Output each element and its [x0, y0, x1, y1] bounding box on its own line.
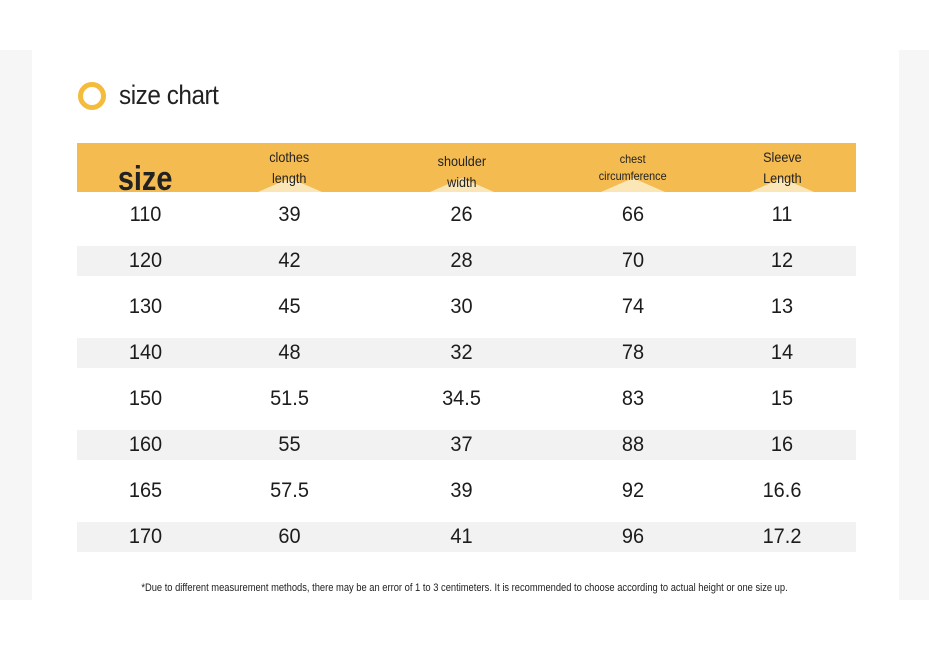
table-cell: 96	[621, 525, 645, 548]
table-cell: 83	[621, 387, 645, 410]
table-row: 120 42 28 70 12	[77, 246, 856, 276]
header-triangle-decoration	[601, 178, 665, 192]
header-label: Length	[762, 169, 802, 186]
header-sleeve-length: Sleeve Length	[708, 143, 856, 192]
header-label-block: shoulder width	[437, 151, 485, 193]
header-label: size	[118, 159, 173, 198]
page-title: size chart	[119, 80, 219, 110]
header-label: width	[446, 173, 477, 190]
circle-bullet-icon	[78, 82, 106, 110]
header-shoulder-width: shoulder width	[365, 143, 558, 192]
table-row: 110 39 26 66 11	[77, 192, 856, 238]
header-size: size	[77, 143, 214, 196]
table-cell: 165	[128, 479, 163, 502]
table-cell: 30	[450, 295, 473, 318]
header-clothes-length: clothes length	[214, 143, 365, 192]
table-cell: 45	[278, 295, 301, 318]
header-triangle-decoration	[429, 178, 494, 192]
header-label: Sleeve	[762, 148, 802, 165]
table-cell: 28	[450, 249, 473, 272]
table-cell: 41	[450, 525, 473, 548]
table-cell: 37	[450, 433, 473, 456]
table-cell: 32	[450, 341, 473, 364]
table-cell: 57.5	[270, 479, 309, 502]
header-chest-circumference: chest circumference	[558, 143, 708, 192]
table-cell: 26	[450, 203, 473, 226]
table-cell: 34.5	[442, 387, 481, 410]
table-cell: 160	[128, 433, 163, 456]
table-cell: 78	[621, 341, 645, 364]
table-row: 170 60 41 96 17.2	[77, 522, 856, 552]
header-label-block: Sleeve Length	[763, 147, 802, 189]
header-label: shoulder	[437, 152, 486, 169]
header-label: length	[272, 169, 307, 186]
table-cell: 66	[621, 203, 645, 226]
header-label: circumference	[599, 168, 667, 183]
table-cell: 51.5	[270, 387, 309, 410]
table-cell: 16	[770, 433, 794, 456]
table-cell: 13	[770, 295, 794, 318]
table-cell: 16.6	[762, 479, 802, 502]
table-cell: 55	[278, 433, 301, 456]
table-cell: 74	[621, 295, 645, 318]
table-cell: 42	[278, 249, 301, 272]
table-cell: 11	[771, 203, 793, 226]
header-triangle-decoration	[750, 178, 814, 192]
table-cell: 150	[128, 387, 163, 410]
table-cell: 88	[621, 433, 645, 456]
table-row: 160 55 37 88 16	[77, 430, 856, 460]
header-label-block: clothes length	[270, 147, 310, 189]
size-table: size clothes length shoulder width c	[77, 143, 856, 560]
table-cell: 70	[621, 249, 645, 272]
table-row: 130 45 30 74 13	[77, 284, 856, 330]
table-cell: 120	[128, 249, 163, 272]
header-label: chest	[620, 151, 646, 166]
table-cell: 39	[278, 203, 301, 226]
table-cell: 140	[128, 341, 163, 364]
table-cell: 14	[770, 341, 794, 364]
header-label-block: chest circumference	[599, 151, 667, 185]
header-label: clothes	[269, 148, 310, 165]
table-cell: 48	[278, 341, 301, 364]
table-cell: 12	[770, 249, 794, 272]
table-cell: 92	[621, 479, 645, 502]
table-cell: 17.2	[762, 525, 802, 548]
table-header: size clothes length shoulder width c	[77, 143, 856, 196]
table-row: 165 57.5 39 92 16.6	[77, 468, 856, 514]
table-cell: 110	[129, 203, 162, 226]
header-triangle-decoration	[257, 178, 322, 192]
table-cell: 60	[278, 525, 301, 548]
table-cell: 170	[128, 525, 163, 548]
content-panel	[32, 50, 899, 600]
table-cell: 130	[128, 295, 163, 318]
table-row: 140 48 32 78 14	[77, 338, 856, 368]
footnote: *Due to different measurement methods, t…	[141, 582, 788, 594]
table-cell: 15	[770, 387, 794, 410]
table-row: 150 51.5 34.5 83 15	[77, 376, 856, 422]
table-cell: 39	[450, 479, 473, 502]
